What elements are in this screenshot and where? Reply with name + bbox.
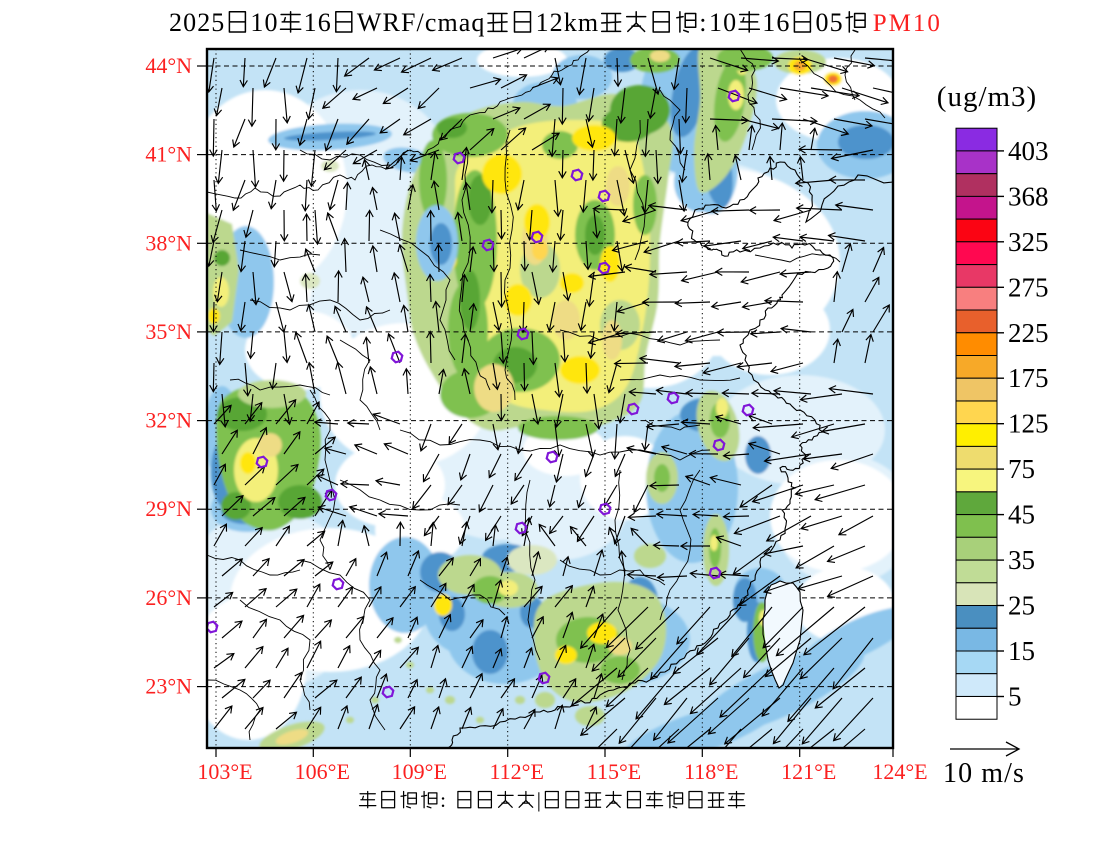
svg-text:124°E: 124°E	[872, 759, 927, 784]
svg-text:112°E: 112°E	[489, 759, 543, 784]
svg-text:225: 225	[1008, 318, 1049, 348]
svg-text:(ug/m3): (ug/m3)	[937, 81, 1037, 113]
svg-text:10: 10	[709, 8, 737, 37]
svg-text:26°N: 26°N	[145, 585, 192, 610]
svg-text:275: 275	[1008, 272, 1049, 302]
svg-text:368: 368	[1008, 181, 1049, 211]
svg-text:106°E: 106°E	[295, 759, 350, 784]
svg-text:115°E: 115°E	[587, 759, 641, 784]
svg-text:175: 175	[1008, 363, 1049, 393]
svg-text:2025: 2025	[169, 8, 225, 37]
svg-text:5: 5	[1008, 681, 1022, 711]
svg-text:|: |	[537, 788, 542, 812]
svg-text:44°N: 44°N	[145, 53, 192, 78]
svg-text:403: 403	[1008, 136, 1049, 166]
svg-text:35°N: 35°N	[145, 319, 192, 344]
svg-text:29°N: 29°N	[145, 496, 192, 521]
svg-text::: :	[440, 788, 454, 812]
svg-text:45: 45	[1008, 500, 1035, 530]
svg-text:16: 16	[304, 8, 332, 37]
svg-text:12km: 12km	[536, 8, 600, 37]
svg-text:25: 25	[1008, 591, 1035, 621]
svg-text:10 m/s: 10 m/s	[943, 758, 1025, 789]
svg-text:109°E: 109°E	[392, 759, 447, 784]
svg-text:325: 325	[1008, 227, 1049, 257]
svg-text:WRF/cmaq: WRF/cmaq	[357, 8, 486, 37]
svg-text:32°N: 32°N	[145, 408, 192, 433]
svg-text:41°N: 41°N	[145, 142, 192, 167]
svg-text:23°N: 23°N	[145, 674, 192, 699]
svg-text:118°E: 118°E	[684, 759, 738, 784]
svg-text::: :	[699, 8, 707, 37]
svg-text:125: 125	[1008, 409, 1049, 439]
svg-text:121°E: 121°E	[781, 759, 836, 784]
svg-text:15: 15	[1008, 636, 1035, 666]
svg-text:35: 35	[1008, 545, 1035, 575]
svg-text:10: 10	[250, 8, 278, 37]
svg-text:75: 75	[1008, 454, 1035, 484]
svg-text:05: 05	[815, 8, 843, 37]
svg-text:38°N: 38°N	[145, 230, 192, 255]
svg-text:16: 16	[762, 8, 790, 37]
svg-text:103°E: 103°E	[197, 759, 252, 784]
svg-text:PM10: PM10	[873, 10, 942, 37]
